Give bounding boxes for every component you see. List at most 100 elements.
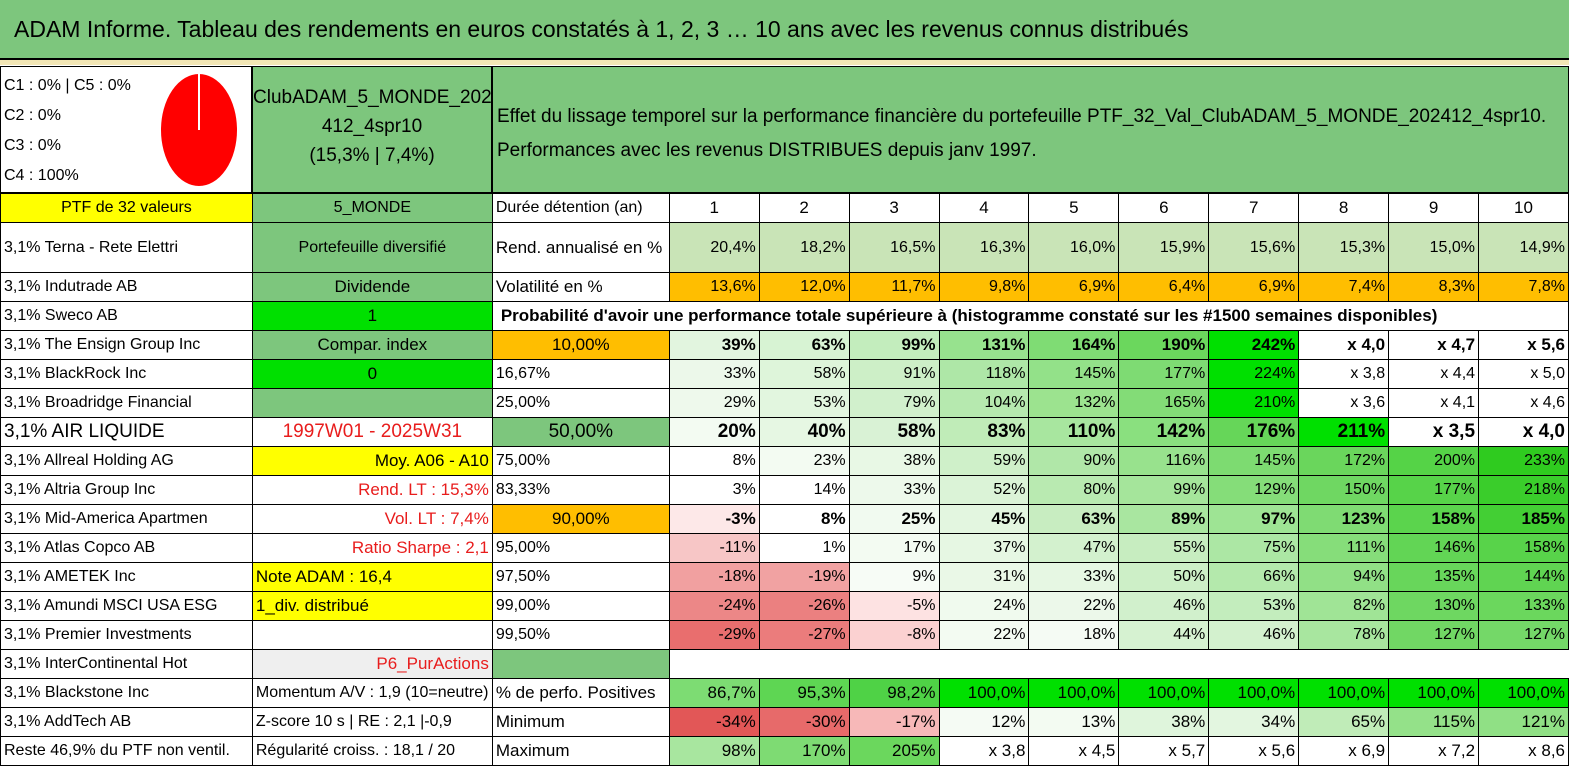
value-cell: 7,8% bbox=[1478, 272, 1569, 302]
value-cell: 3 bbox=[848, 193, 940, 223]
value-cell: x 5,6 bbox=[1208, 736, 1300, 766]
table-row: 3,1% BlackRock Inc 0 16,67% 33% 58% 91% 118% 14… bbox=[0, 359, 1569, 389]
value-cell: 5 bbox=[1028, 193, 1120, 223]
value-cell: 80% bbox=[1028, 475, 1120, 505]
value-cell: 100,0% bbox=[1208, 678, 1300, 708]
value-cell: 47% bbox=[1028, 533, 1120, 563]
table-row: 3,1% Blackstone Inc Momentum A/V : 1,9 (1… bbox=[0, 678, 1569, 708]
value-cell: x 4,6 bbox=[1478, 388, 1569, 418]
holding-cell: PTF de 32 valeurs bbox=[0, 193, 253, 223]
label-cell: Volatilité en % bbox=[491, 272, 670, 302]
value-cell: 2 bbox=[758, 193, 850, 223]
table-row: 3,1% AddTech AB Z-score 10 s | RE : 2,1 |… bbox=[0, 707, 1569, 737]
value-cell: 65% bbox=[1298, 707, 1390, 737]
value-cell: 23% bbox=[758, 446, 850, 476]
value-cell: x 4,1 bbox=[1388, 388, 1480, 418]
info-cell: Moy. A06 - A10 bbox=[251, 446, 493, 476]
value-cell: 158% bbox=[1388, 504, 1480, 534]
value-cell: -8% bbox=[848, 620, 940, 650]
value-cell: 158% bbox=[1478, 533, 1569, 563]
label-cell: 97,50% bbox=[491, 562, 670, 592]
portfolio-perf: (15,3% | 7,4%) bbox=[309, 145, 435, 166]
value-cell: 8 bbox=[1298, 193, 1390, 223]
info-cell: Portefeuille diversifié bbox=[251, 222, 493, 273]
value-cell: 16,5% bbox=[848, 222, 940, 273]
value-cell: 130% bbox=[1388, 591, 1480, 621]
label-cell: Minimum bbox=[491, 707, 670, 737]
value-cell: 66% bbox=[1208, 562, 1300, 592]
value-cell: 205% bbox=[848, 736, 940, 766]
value-cell: 4 bbox=[938, 193, 1030, 223]
empty-cell bbox=[759, 650, 849, 679]
label-cell: 99,50% bbox=[491, 620, 670, 650]
value-cell: 100,0% bbox=[1478, 678, 1569, 708]
value-cell: 233% bbox=[1478, 446, 1569, 476]
value-cell: 24% bbox=[938, 591, 1030, 621]
info-cell: 1 bbox=[251, 301, 493, 331]
value-cell: 38% bbox=[848, 446, 940, 476]
effect-line1: Effet du lissage temporel sur la perform… bbox=[497, 106, 1547, 127]
portfolio-name-line2: 412_4spr10 bbox=[321, 116, 423, 137]
value-cell: -27% bbox=[758, 620, 850, 650]
value-cell: 17% bbox=[848, 533, 940, 563]
empty-cell bbox=[1119, 650, 1209, 679]
label-cell bbox=[491, 649, 670, 679]
info-cell: Ratio Sharpe : 2,1 bbox=[251, 533, 493, 563]
effect-description: Effet du lissage temporel sur la perform… bbox=[492, 66, 1569, 193]
holding-cell: 3,1% Premier Investments bbox=[0, 620, 253, 650]
value-cell: 79% bbox=[848, 388, 940, 418]
value-cell: 170% bbox=[758, 736, 850, 766]
value-cell: 53% bbox=[758, 388, 850, 418]
table-row: 3,1% The Ensign Group Inc Compar. index 10… bbox=[0, 330, 1569, 360]
value-cell: -18% bbox=[668, 562, 760, 592]
value-cell: 46% bbox=[1208, 620, 1300, 650]
value-cell: 218% bbox=[1478, 475, 1569, 505]
value-cell: 13,6% bbox=[668, 272, 760, 302]
value-cell: 16,3% bbox=[938, 222, 1030, 273]
value-cell: 200% bbox=[1388, 446, 1480, 476]
value-cell: 78% bbox=[1298, 620, 1390, 650]
value-cell: 39% bbox=[668, 330, 760, 360]
value-cell: -19% bbox=[758, 562, 850, 592]
value-cell: 59% bbox=[938, 446, 1030, 476]
holding-cell: 3,1% AddTech AB bbox=[0, 707, 253, 737]
holding-cell: 3,1% Terna - Rete Elettri bbox=[0, 222, 253, 273]
label-cell: 99,00% bbox=[491, 591, 670, 621]
value-cell: -34% bbox=[668, 707, 760, 737]
table-row: 3,1% InterContinental Hot P6_PurActions bbox=[0, 649, 1569, 679]
table-row: 3,1% Atlas Copco AB Ratio Sharpe : 2,1 95,… bbox=[0, 533, 1569, 563]
value-cell: 135% bbox=[1388, 562, 1480, 592]
value-cell: x 5,0 bbox=[1478, 359, 1569, 389]
info-cell: Vol. LT : 7,4% bbox=[251, 504, 493, 534]
label-cell: Durée détention (an) bbox=[491, 193, 670, 223]
pie-legend-c2: C2 : 0% bbox=[4, 107, 61, 124]
label-cell: 10,00% bbox=[491, 330, 670, 360]
value-cell: 8% bbox=[668, 446, 760, 476]
value-cell: 90% bbox=[1028, 446, 1120, 476]
label-cell: 95,00% bbox=[491, 533, 670, 563]
value-cell: -3% bbox=[668, 504, 760, 534]
value-cell: 146% bbox=[1388, 533, 1480, 563]
value-cell: 15,9% bbox=[1118, 222, 1210, 273]
info-cell: 0 bbox=[251, 359, 493, 389]
value-cell: 37% bbox=[938, 533, 1030, 563]
value-cell: 165% bbox=[1118, 388, 1210, 418]
value-cell: 100,0% bbox=[938, 678, 1030, 708]
value-cell: 31% bbox=[938, 562, 1030, 592]
value-cell: 94% bbox=[1298, 562, 1390, 592]
value-cell: 29% bbox=[668, 388, 760, 418]
value-cell: 44% bbox=[1118, 620, 1210, 650]
value-cell: 121% bbox=[1478, 707, 1569, 737]
value-cell: x 5,7 bbox=[1118, 736, 1210, 766]
value-cell: 8,3% bbox=[1388, 272, 1480, 302]
value-cell: 104% bbox=[938, 388, 1030, 418]
value-cell: 33% bbox=[1028, 562, 1120, 592]
value-cell: 3% bbox=[668, 475, 760, 505]
value-cell: 20% bbox=[668, 417, 760, 447]
value-cell: -11% bbox=[668, 533, 760, 563]
value-cell: 8% bbox=[758, 504, 850, 534]
value-cell: 63% bbox=[1028, 504, 1120, 534]
value-cell: 123% bbox=[1298, 504, 1390, 534]
value-cell: 83% bbox=[938, 417, 1030, 447]
